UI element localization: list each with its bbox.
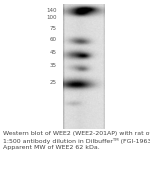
Text: 25: 25: [50, 80, 57, 85]
Text: 35: 35: [50, 63, 57, 68]
Text: 100: 100: [46, 16, 57, 20]
Text: 45: 45: [50, 50, 57, 54]
Text: 140: 140: [46, 8, 57, 13]
Text: 60: 60: [50, 37, 57, 42]
Text: 75: 75: [50, 26, 57, 31]
Text: Western blot of WEE2 (WEE2-201AP) with rat ovary.
1:500 antibody dilution in Dil: Western blot of WEE2 (WEE2-201AP) with r…: [3, 131, 150, 150]
